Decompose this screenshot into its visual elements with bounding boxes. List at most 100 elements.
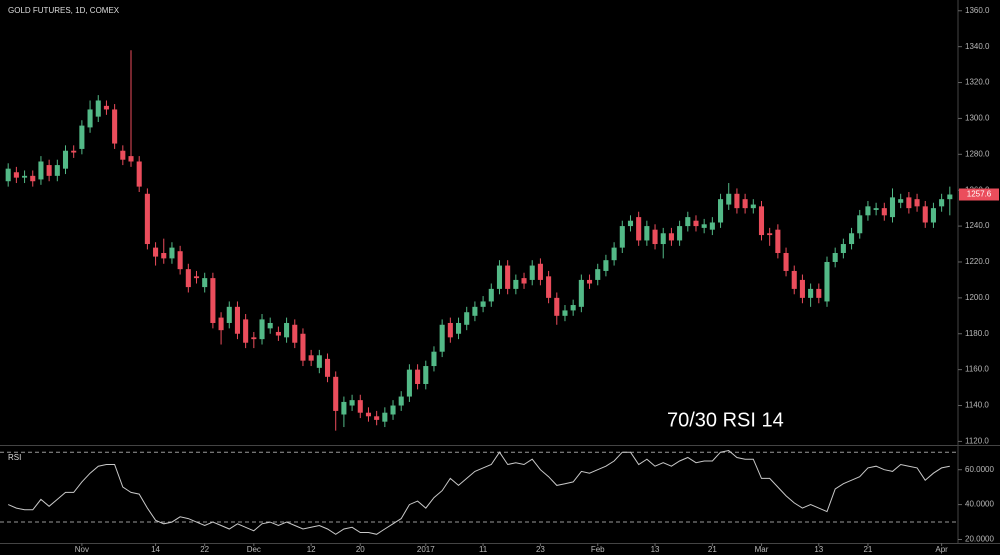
candle-body [275, 331, 281, 336]
annotation: 70/30 RSI 14 [667, 409, 784, 431]
candle-body [619, 226, 625, 248]
candle-body [300, 333, 306, 361]
candle-body [390, 405, 396, 415]
x-tick-label: 13 [651, 545, 660, 554]
candle-body [840, 244, 846, 254]
x-tick-label: 14 [151, 545, 160, 554]
candle-body [726, 193, 732, 205]
last-price-tag [959, 188, 999, 201]
candle-body [611, 247, 617, 261]
candle-body [415, 369, 421, 384]
candle-body [447, 322, 453, 338]
candle-body [30, 175, 36, 182]
candle-body [46, 165, 52, 176]
candle-body [423, 366, 429, 384]
candle-body [505, 265, 511, 289]
candle-body [832, 253, 838, 262]
candle-body [881, 208, 887, 216]
candle-body [349, 400, 355, 406]
candle-body [365, 412, 371, 417]
candle-body [22, 175, 28, 178]
candle-body [873, 208, 879, 210]
candle-body [71, 150, 77, 153]
rsi-line [8, 449, 950, 535]
candle-body [521, 278, 527, 284]
candle-body [226, 306, 232, 323]
candle-body [857, 215, 863, 234]
candle-body [455, 322, 462, 334]
candle-body [38, 161, 44, 180]
candle-body [677, 226, 683, 241]
y-tick-label: 60.0000 [965, 465, 994, 474]
candle-body [734, 193, 740, 209]
y-tick-label: 1280.0 [965, 149, 990, 158]
candle-body [79, 125, 85, 149]
y-tick-label: 1120.0 [965, 437, 989, 446]
candle-body [750, 204, 756, 209]
candle-body [251, 337, 257, 340]
candle-body [357, 400, 363, 413]
candle-body [439, 324, 445, 352]
candle-body [333, 376, 339, 411]
candle-body [718, 199, 724, 223]
y-tick-label: 1300.0 [965, 114, 990, 123]
candle-body [324, 358, 331, 377]
y-tick-label: 20.0000 [965, 535, 994, 544]
candle-body [578, 279, 584, 307]
candle-body [930, 208, 936, 223]
candle-body [177, 251, 183, 270]
candle-body [153, 247, 159, 257]
x-tick-label: 11 [479, 545, 488, 554]
x-tick-label: 2017 [417, 545, 435, 554]
candle-body [546, 276, 552, 298]
candle-body [112, 109, 118, 144]
candle-body [316, 355, 322, 368]
candle-body [775, 229, 781, 254]
candle-body [587, 279, 593, 284]
candle-body [701, 224, 707, 228]
candle-body [537, 263, 543, 280]
candle-body [898, 199, 904, 203]
candle-body [529, 265, 535, 280]
candle-body [603, 260, 609, 271]
candle-body [914, 199, 920, 207]
candle-body [382, 412, 388, 422]
y-tick-label: 1320.0 [965, 78, 990, 87]
x-tick-label: 13 [814, 545, 823, 554]
candle-body [161, 253, 167, 259]
y-tick-label: 1160.0 [965, 365, 989, 374]
candle-body [5, 168, 11, 182]
candle-body [210, 278, 216, 323]
candle-body [259, 319, 265, 340]
candle-body [464, 312, 470, 325]
candle-body [488, 288, 494, 302]
candle-body [906, 197, 912, 209]
candle-body [758, 206, 765, 236]
candle-body [767, 233, 773, 236]
last-price-label: 1257.6 [967, 190, 992, 199]
x-tick-label: 23 [536, 545, 545, 554]
candle-body [267, 322, 273, 329]
candle-body [808, 288, 814, 298]
candle-body [87, 109, 93, 128]
candle-body [660, 233, 666, 245]
y-tick-label: 1200.0 [965, 293, 990, 302]
candle-body [472, 306, 478, 316]
y-tick-label: 1180.0 [965, 329, 989, 338]
candle-body [218, 317, 224, 331]
candle-body [922, 206, 928, 223]
x-tick-label: Mar [755, 545, 769, 554]
x-tick-label: 21 [863, 545, 872, 554]
candle-body [562, 310, 568, 316]
candle-body [185, 269, 191, 288]
candle-body [709, 222, 715, 230]
candle-body [103, 105, 109, 110]
candle-body [13, 172, 19, 178]
y-tick-label: 40.0000 [965, 500, 994, 509]
candle-body [136, 161, 142, 187]
y-tick-label: 1360.0 [965, 6, 990, 15]
candle-body [849, 233, 855, 245]
candle-body [374, 416, 380, 420]
candle-body [193, 276, 200, 279]
